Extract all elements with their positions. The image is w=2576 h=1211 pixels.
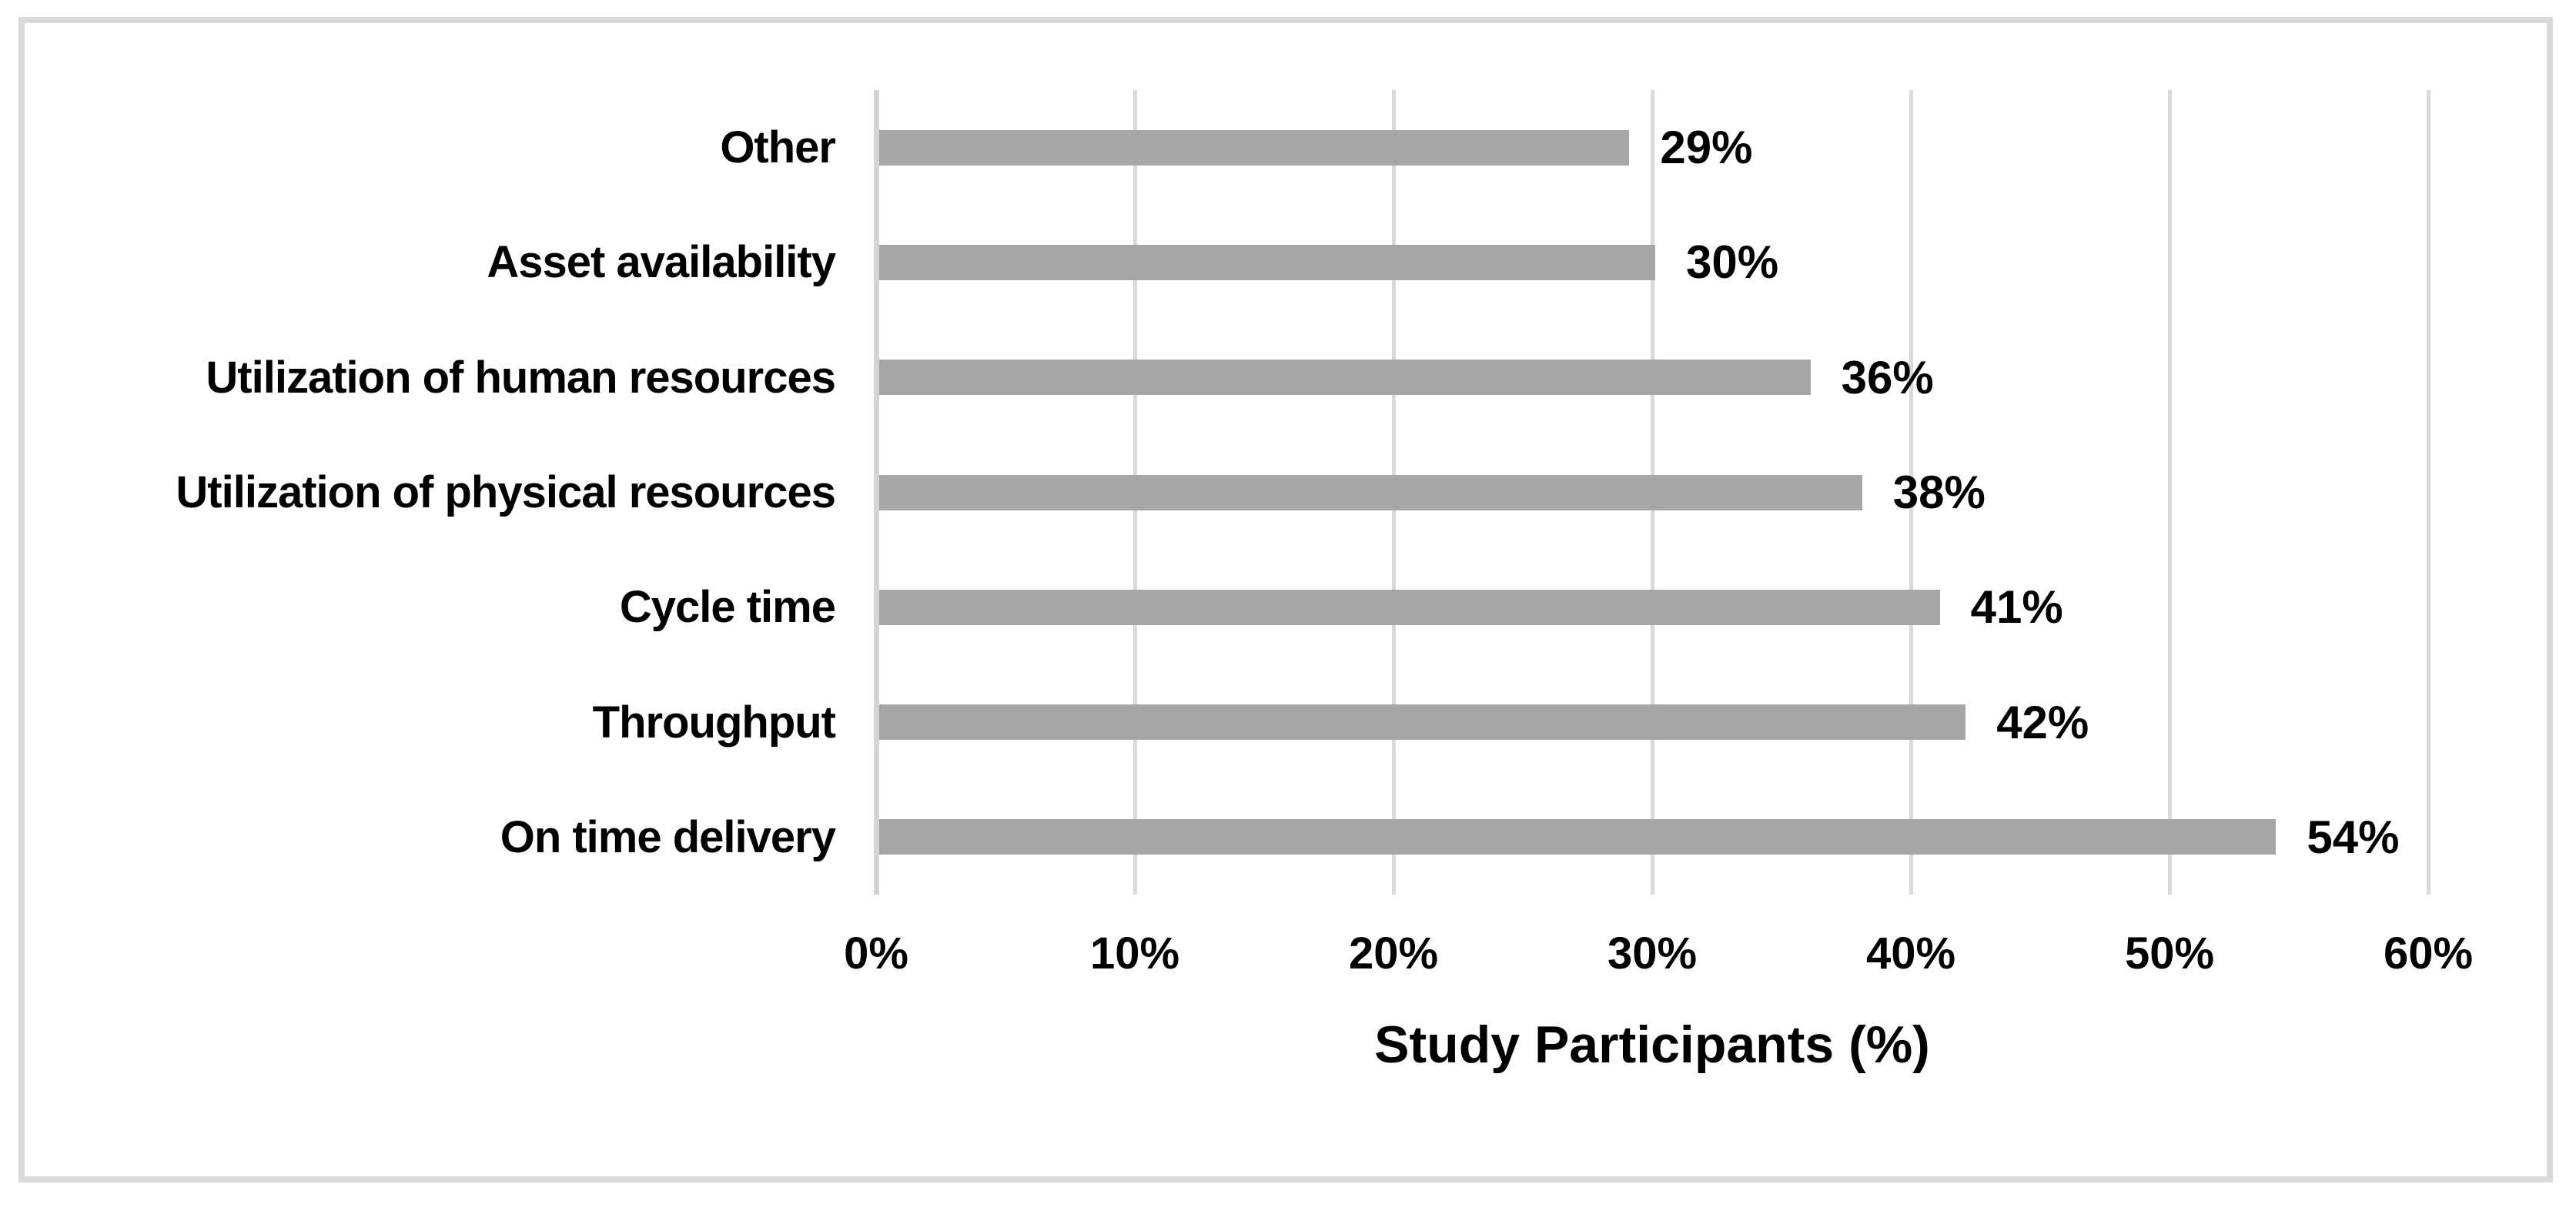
category-label: Throughput	[592, 697, 836, 748]
x-tick-label: 50%	[2124, 928, 2215, 979]
category-label: Utilization of human resources	[206, 352, 836, 403]
x-axis-title: Study Participants (%)	[1374, 1015, 1930, 1074]
data-label: 42%	[1996, 696, 2089, 748]
data-label: 54%	[2307, 811, 2400, 863]
bar	[879, 704, 1966, 741]
x-tick-label: 40%	[1865, 928, 1956, 979]
bar	[879, 360, 1811, 396]
x-tick-label: 60%	[2383, 928, 2474, 979]
category-label: Utilization of physical resources	[176, 467, 836, 517]
category-label: Asset availability	[487, 237, 836, 288]
bar	[879, 129, 1630, 166]
category-label: On time delivery	[500, 811, 836, 862]
gridline	[2167, 90, 2172, 895]
bar	[879, 589, 1940, 625]
x-tick-label: 20%	[1348, 928, 1439, 979]
x-tick-label: 0%	[844, 928, 908, 979]
bar	[879, 819, 2277, 855]
x-tick-label: 10%	[1089, 928, 1180, 979]
category-label: Other	[720, 122, 836, 173]
bar	[879, 244, 1655, 280]
category-label: Cycle time	[619, 582, 836, 633]
x-tick-label: 30%	[1607, 928, 1698, 979]
gridline	[1909, 90, 1913, 895]
y-axis-line	[873, 90, 879, 895]
data-label: 41%	[1970, 581, 2063, 634]
bar	[879, 474, 1862, 510]
data-label: 38%	[1892, 466, 1986, 518]
data-label: 36%	[1841, 351, 1934, 403]
data-label: 30%	[1686, 236, 1779, 289]
data-label: 29%	[1660, 122, 1753, 174]
gridline	[2426, 90, 2430, 895]
